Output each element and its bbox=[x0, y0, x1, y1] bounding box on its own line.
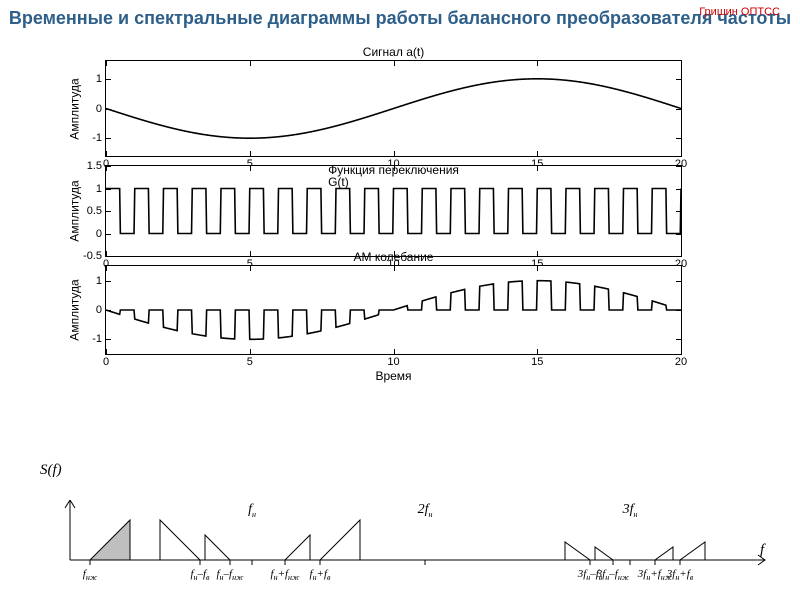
chart-am: АМ колебаниеАмплитуда-10105101520Время bbox=[105, 265, 695, 355]
chart-signal: Сигнал a(t)Амплитуда-10105101520 bbox=[105, 60, 695, 157]
spectrum-diagram: ffнжfн–fвfн–fнжfн+fнжfн+fв3fн–fв3fн–fнж3… bbox=[30, 500, 770, 590]
chart-switching: Функция переключенияG(t)Амплитуда-0.500.… bbox=[105, 165, 695, 257]
svg-text:f: f bbox=[760, 542, 766, 558]
page-title: Временные и спектральные диаграммы работ… bbox=[0, 8, 800, 29]
spectrum-yaxis-label: S(f) bbox=[40, 462, 62, 479]
watermark: Гришин ОПТСС bbox=[699, 6, 780, 18]
time-charts: Сигнал a(t)Амплитуда-10105101520 Функция… bbox=[105, 60, 695, 363]
